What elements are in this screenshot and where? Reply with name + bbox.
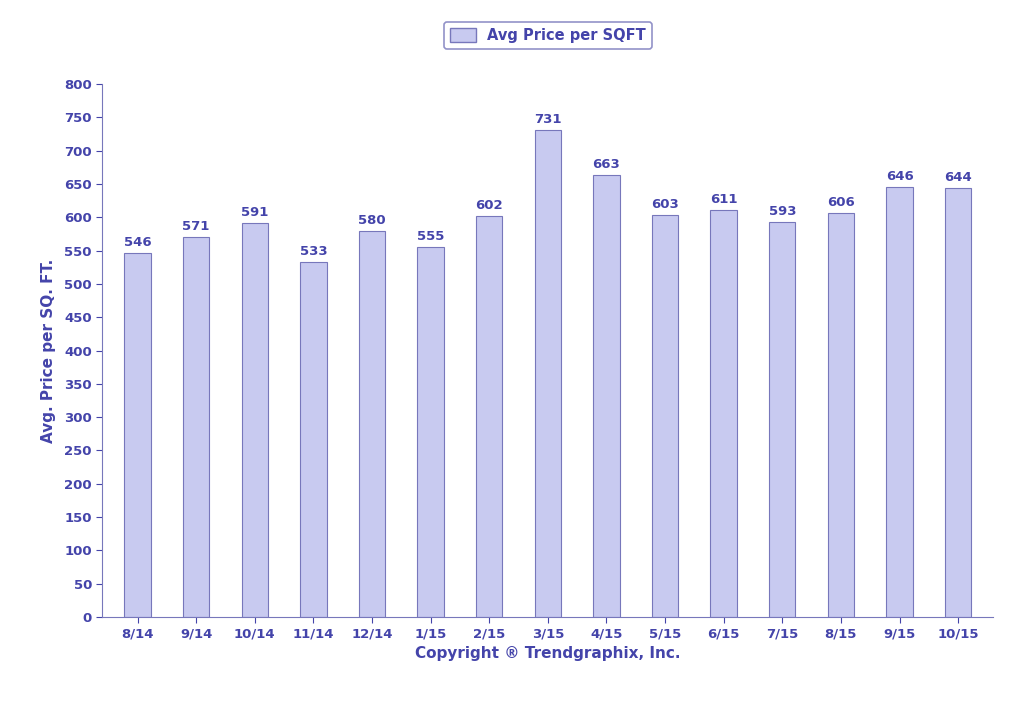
Text: 646: 646: [886, 170, 913, 183]
Bar: [124, 253, 151, 617]
Text: 663: 663: [593, 158, 621, 171]
Bar: [769, 222, 796, 617]
Text: 603: 603: [651, 198, 679, 211]
Text: 606: 606: [827, 196, 855, 210]
Bar: [242, 224, 268, 617]
Bar: [652, 215, 678, 617]
Bar: [535, 130, 561, 617]
Text: 611: 611: [710, 193, 737, 206]
Text: 593: 593: [769, 205, 796, 218]
Legend: Avg Price per SQFT: Avg Price per SQFT: [443, 22, 652, 49]
Text: 555: 555: [417, 231, 444, 243]
Bar: [887, 186, 912, 617]
Bar: [418, 247, 443, 617]
Bar: [827, 213, 854, 617]
Bar: [300, 262, 327, 617]
Text: 533: 533: [300, 245, 328, 258]
Text: 644: 644: [944, 171, 972, 184]
Bar: [476, 216, 503, 617]
Text: 580: 580: [358, 214, 386, 226]
Text: 591: 591: [241, 206, 268, 219]
Text: 602: 602: [475, 199, 503, 212]
Text: 571: 571: [182, 219, 210, 233]
Bar: [593, 175, 620, 617]
X-axis label: Copyright ® Trendgraphix, Inc.: Copyright ® Trendgraphix, Inc.: [415, 646, 681, 661]
Text: 731: 731: [535, 113, 561, 126]
Bar: [945, 188, 972, 617]
Y-axis label: Avg. Price per SQ. FT.: Avg. Price per SQ. FT.: [41, 259, 56, 442]
Bar: [711, 210, 737, 617]
Bar: [183, 237, 209, 617]
Text: 546: 546: [124, 236, 152, 250]
Bar: [358, 231, 385, 617]
